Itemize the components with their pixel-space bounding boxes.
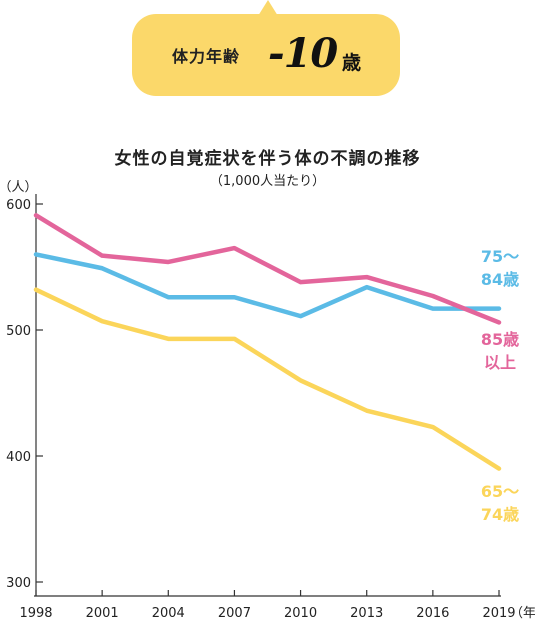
x-axis-unit: （年） xyxy=(510,606,535,621)
x-tick-label: 2013 xyxy=(350,606,383,621)
series-label: 65〜 xyxy=(481,482,519,501)
series-label: 84歳 xyxy=(481,270,519,289)
badge-pointer xyxy=(258,0,278,16)
badge-label: 体力年齢 xyxy=(172,47,241,66)
y-tick-label: 600 xyxy=(6,198,31,213)
x-tick-label: 2004 xyxy=(152,606,185,621)
series-label: 75〜 xyxy=(481,247,519,266)
x-tick-label: 2010 xyxy=(284,606,317,621)
y-tick-label: 300 xyxy=(6,576,31,591)
series-line xyxy=(33,213,502,325)
y-tick-label: 400 xyxy=(6,450,31,465)
y-axis-unit: （人） xyxy=(0,180,38,195)
physical-age-badge: 体力年齢 -10 歳 xyxy=(132,14,400,96)
series-label: 85歳 xyxy=(481,330,519,349)
badge-value: -10 xyxy=(268,30,338,77)
y-tick-label: 500 xyxy=(6,324,31,339)
x-tick-label: 2007 xyxy=(218,606,251,621)
series-label: 74歳 xyxy=(481,505,519,524)
x-tick-label: 1998 xyxy=(19,606,52,621)
series-label: 以上 xyxy=(484,353,516,372)
x-tick-label: 2001 xyxy=(86,606,119,621)
chart-title: 女性の自覚症状を伴う体の不調の推移 xyxy=(114,149,421,169)
series-line xyxy=(33,287,502,471)
x-tick-label: 2019 xyxy=(482,606,515,621)
x-tick-label: 2016 xyxy=(416,606,449,621)
badge-unit: 歳 xyxy=(342,52,362,74)
series-line xyxy=(33,252,502,319)
chart-subtitle: （1,000人当たり） xyxy=(209,174,326,189)
